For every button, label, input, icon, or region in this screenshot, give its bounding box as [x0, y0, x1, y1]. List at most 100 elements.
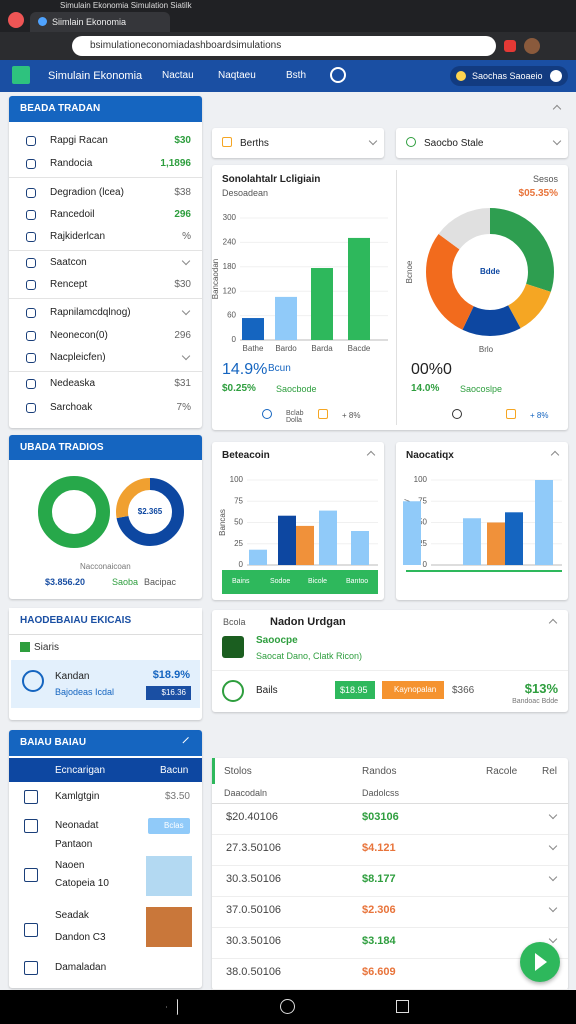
- card-tag: Bcola: [223, 617, 246, 627]
- card-subtitle: Desoadean: [222, 188, 269, 198]
- item-icon: [24, 923, 38, 937]
- item-label[interactable]: Kamlgtgin: [55, 791, 100, 802]
- green-button[interactable]: [335, 681, 375, 699]
- active-row: [9, 758, 202, 782]
- row-value: $2.306: [362, 904, 396, 916]
- item-label[interactable]: Neonadat: [55, 820, 99, 831]
- item-icon: [26, 210, 36, 220]
- mini-icon: [452, 409, 462, 419]
- item-value: $31: [174, 378, 191, 389]
- row-divider: [212, 927, 568, 928]
- item-value: %: [182, 231, 191, 242]
- chart-footer: [406, 570, 562, 594]
- logo-icon: [12, 66, 30, 84]
- dropdown-icon: [406, 137, 416, 147]
- separator: [9, 371, 202, 372]
- footer-label: Bicole: [492, 578, 512, 585]
- orange-button[interactable]: [382, 681, 444, 699]
- item-value: $3.50: [164, 791, 190, 802]
- item-label[interactable]: Catopeia 10: [55, 878, 109, 889]
- thumbnail: [146, 856, 192, 896]
- row-date: 30.3.50106: [226, 873, 282, 885]
- tab[interactable]: [30, 12, 170, 32]
- url-box[interactable]: [72, 36, 496, 56]
- main-card: [212, 165, 568, 430]
- item-label[interactable]: Nacpleicfen): [50, 352, 106, 363]
- table-accent: [212, 758, 215, 784]
- button[interactable]: [146, 686, 191, 700]
- row-date: 27.3.50106: [226, 842, 282, 854]
- fab-arrow: [535, 953, 547, 971]
- trade-panel: [9, 96, 202, 428]
- item-label[interactable]: Rajkiderlcan: [50, 231, 106, 242]
- button-label: Bclas: [164, 821, 184, 830]
- nav-link[interactable]: Nactau: [162, 70, 194, 81]
- divider: [212, 670, 568, 671]
- item-label[interactable]: Degradion (lcea): [50, 187, 124, 198]
- dropdown-label[interactable]: Berths: [240, 138, 269, 149]
- detail: Bajodeas Icdal: [55, 687, 115, 697]
- item-icon: [26, 159, 36, 169]
- url: bsimulationeconomiadashboardsimulations: [90, 40, 282, 51]
- tab-title: Siimlain Ekonomia: [52, 17, 127, 27]
- chevron[interactable]: [552, 104, 562, 114]
- item-label[interactable]: Naoen: [55, 860, 85, 871]
- chart-title: Beteacoin: [222, 450, 270, 461]
- stat-label: Bcun: [268, 363, 291, 374]
- toggle[interactable]: [550, 70, 562, 82]
- dropdown-label[interactable]: Saocbo Stale: [424, 138, 484, 149]
- change: $13%: [524, 681, 558, 696]
- column-header[interactable]: Rel: [542, 766, 558, 777]
- browser-logo: [8, 12, 24, 28]
- item-value: $30: [174, 135, 191, 146]
- item-label[interactable]: Rapnilamcdqlnog): [50, 307, 131, 318]
- value: $18.9%: [152, 669, 190, 681]
- nav-home[interactable]: [280, 999, 295, 1014]
- item-label[interactable]: Randocia: [50, 158, 93, 169]
- column-header[interactable]: Racole: [486, 766, 518, 777]
- mini-icon: [506, 409, 516, 419]
- item-label[interactable]: Rapgi Racan: [50, 135, 108, 146]
- panel-title: BAIAU BAIAU: [20, 737, 87, 748]
- table-card: [212, 758, 568, 990]
- item-label[interactable]: Neonecon(0): [50, 330, 108, 341]
- footer-label: Bantoo: [530, 578, 553, 585]
- item-label[interactable]: Saatcon: [50, 257, 87, 268]
- row-value: $4.121: [362, 842, 396, 854]
- change-label: Bandoac Bdde: [512, 698, 558, 705]
- right-value: $05.35%: [518, 188, 558, 199]
- item-label[interactable]: Dandon C3: [55, 932, 106, 943]
- nav-link[interactable]: Naqtaeu: [218, 70, 256, 81]
- column-header[interactable]: Randos: [362, 766, 397, 777]
- dropdown[interactable]: [396, 128, 568, 158]
- item-label[interactable]: Nedeaska: [50, 378, 96, 389]
- item-label[interactable]: Damaladan: [55, 962, 107, 973]
- item-icon: [26, 188, 36, 198]
- nav-recent[interactable]: [396, 1000, 409, 1013]
- row-divider: [212, 896, 568, 897]
- avatar-icon: [222, 636, 244, 658]
- item-label[interactable]: Pantaon: [55, 839, 93, 850]
- item-label[interactable]: Seadak: [55, 910, 89, 921]
- item-icon: [26, 353, 36, 363]
- item-label[interactable]: Rancedoil: [50, 209, 95, 220]
- dropdown-icon: [222, 137, 232, 147]
- item-icon: [26, 280, 36, 290]
- footer-label: Sodoe: [270, 578, 291, 585]
- small-button[interactable]: [148, 818, 190, 834]
- nav-link[interactable]: Bsth: [286, 70, 307, 81]
- mini-icon: [262, 409, 272, 419]
- thumbnail: [146, 907, 192, 947]
- row-value: $3.184: [362, 935, 396, 947]
- stat-foot: Bclab Dolla: [286, 410, 304, 424]
- item-label[interactable]: Rencept: [50, 279, 88, 290]
- panel-header: [9, 435, 202, 460]
- row-divider: [212, 958, 568, 959]
- dropdown[interactable]: [212, 128, 384, 158]
- item-value: 296: [174, 209, 191, 220]
- column-header[interactable]: Stolos: [224, 766, 252, 777]
- user-pill[interactable]: [450, 66, 568, 86]
- search-btn[interactable]: [330, 67, 346, 83]
- item-label[interactable]: Sarchoak: [50, 402, 93, 413]
- panel-title: BEADA TRADAN: [20, 103, 101, 114]
